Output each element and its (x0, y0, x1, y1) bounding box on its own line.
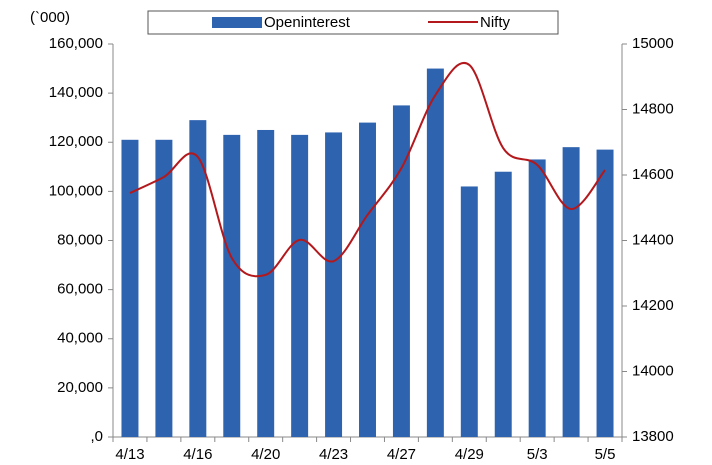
y2-tick-label: 14000 (632, 362, 674, 379)
y2-tick-label: 14800 (632, 100, 674, 117)
y2-tick-label: 15000 (632, 35, 674, 52)
bar (257, 129, 275, 437)
legend-swatch (212, 17, 262, 28)
y-tick-label: 80,000 (57, 231, 103, 248)
bar (359, 122, 376, 437)
y-unit-label: (`000) (30, 9, 70, 26)
legend-label: Nifty (480, 14, 511, 31)
bar (291, 134, 309, 437)
bar (155, 139, 173, 437)
x-tick-label: 4/13 (115, 446, 144, 463)
bar (223, 134, 241, 437)
y2-tick-label: 14600 (632, 166, 674, 183)
y-tick-label: 120,000 (49, 133, 103, 150)
y-tick-label: 40,000 (57, 330, 103, 347)
bar (528, 159, 546, 437)
y-tick-label: 20,000 (57, 379, 103, 396)
x-tick-label: 5/3 (527, 446, 548, 463)
x-tick-label: 4/29 (455, 446, 484, 463)
bar (460, 186, 478, 437)
bar (189, 120, 207, 438)
bar (121, 139, 139, 437)
bar (494, 171, 512, 437)
y-tick-label: ,0 (90, 428, 103, 445)
x-tick-label: 4/23 (319, 446, 348, 463)
y2-tick-label: 14400 (632, 231, 674, 248)
x-tick-label: 4/27 (387, 446, 416, 463)
bar (596, 149, 614, 437)
x-tick-label: 5/5 (595, 446, 616, 463)
legend-label: Openinterest (264, 14, 351, 31)
bar (562, 147, 580, 437)
x-tick-label: 4/16 (183, 446, 212, 463)
bar (392, 105, 410, 437)
y2-tick-label: 14200 (632, 297, 674, 314)
y2-tick-label: 13800 (632, 428, 674, 445)
legend-box (147, 10, 559, 35)
y-tick-label: 60,000 (57, 281, 103, 298)
y-tick-label: 100,000 (49, 182, 103, 199)
x-tick-label: 4/20 (251, 446, 280, 463)
y-tick-label: 140,000 (49, 84, 103, 101)
bar (426, 68, 444, 437)
y-tick-label: 160,000 (49, 35, 103, 52)
line (129, 62, 606, 278)
bar (325, 132, 343, 438)
